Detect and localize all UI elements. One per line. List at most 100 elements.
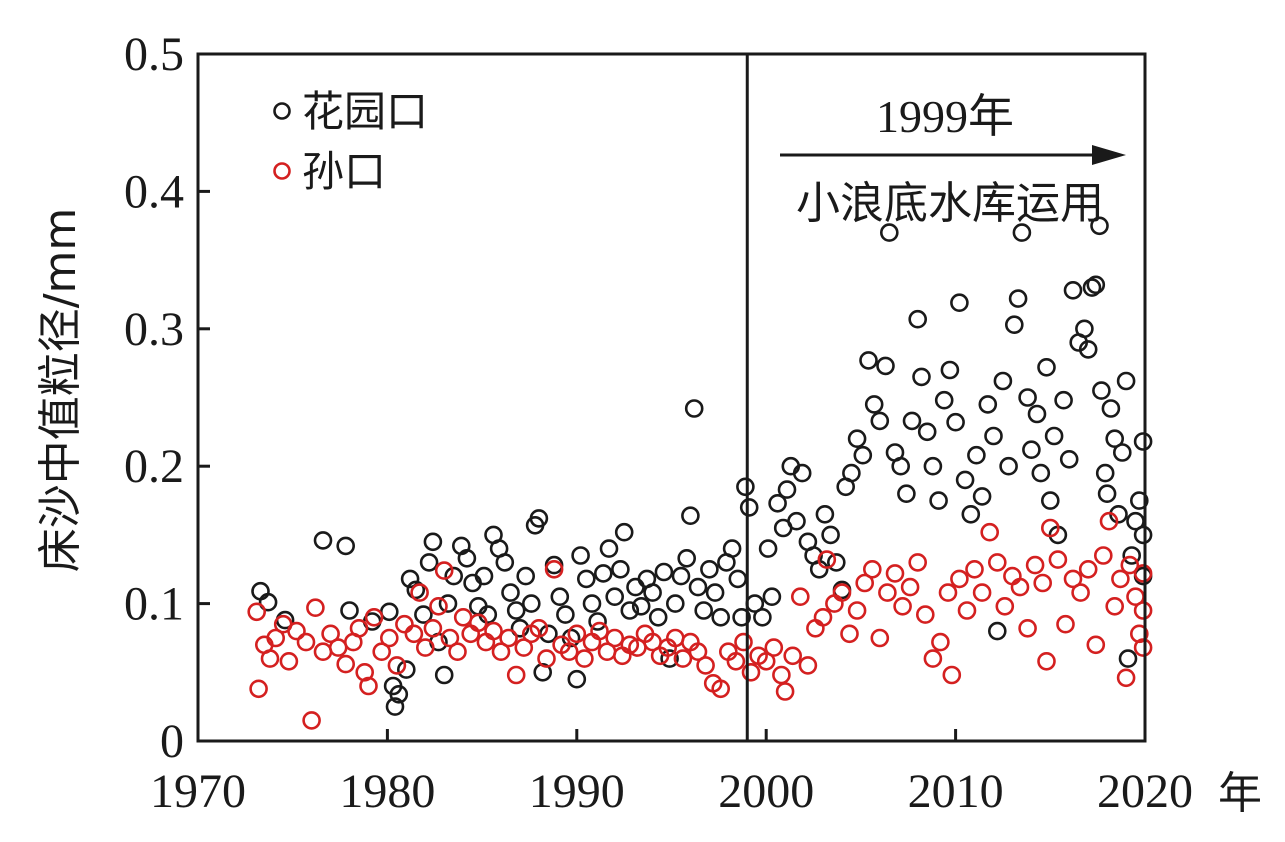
point-sunkou	[476, 632, 496, 652]
point-huayuankou	[1059, 449, 1079, 469]
plot-frame	[196, 52, 1147, 743]
point-huayuankou	[1044, 426, 1064, 446]
point-sunkou	[296, 632, 316, 652]
point-sunkou	[1033, 573, 1052, 593]
point-sunkou	[491, 642, 511, 662]
point-sunkou	[1003, 566, 1022, 586]
legend-label-sunkou: 孙口	[302, 147, 386, 196]
legend-marker-huayuankou	[273, 102, 291, 120]
point-sunkou	[734, 632, 753, 652]
point-huayuankou	[400, 569, 420, 589]
point-huayuankou	[258, 592, 278, 612]
point-sunkou	[440, 628, 460, 648]
point-huayuankou	[1122, 546, 1141, 565]
point-sunkou	[287, 621, 306, 641]
point-huayuankou	[967, 445, 986, 465]
event-arrow-head	[1092, 145, 1126, 165]
point-huayuankou	[999, 456, 1018, 476]
point-sunkou	[1099, 511, 1119, 531]
point-sunkou	[878, 583, 897, 602]
point-sunkou	[266, 628, 286, 648]
legend-marker-sunkou	[273, 162, 291, 180]
point-sunkou	[359, 676, 378, 696]
point-sunkou	[893, 596, 912, 616]
point-huayuankou	[847, 429, 867, 449]
point-huayuankou	[1075, 319, 1094, 339]
y-axis-label: 床沙中值粒径/mm	[35, 208, 86, 573]
point-huayuankou	[853, 445, 873, 465]
point-sunkou	[813, 607, 833, 627]
point-huayuankou	[842, 463, 861, 483]
point-sunkou	[410, 583, 429, 602]
point-huayuankou	[631, 596, 651, 616]
point-huayuankou	[1113, 443, 1132, 462]
event-year-label: 1999年	[876, 91, 1014, 142]
point-sunkou	[847, 601, 867, 620]
point-sunkou	[1056, 614, 1075, 634]
point-huayuankou	[444, 566, 464, 586]
point-sunkou	[806, 618, 825, 638]
point-sunkou	[832, 583, 852, 602]
point-sunkou	[364, 607, 384, 627]
point-sunkou	[484, 621, 503, 641]
point-huayuankou	[1101, 399, 1121, 418]
point-huayuankou	[768, 493, 787, 513]
point-sunkou	[980, 522, 1000, 542]
point-sunkou	[313, 642, 333, 662]
point-sunkou	[279, 651, 299, 671]
x-tick-label: 2020	[1097, 765, 1193, 818]
point-huayuankou	[984, 426, 1003, 446]
point-sunkou	[461, 624, 481, 644]
point-sunkou	[885, 564, 905, 583]
point-huayuankou	[972, 487, 992, 506]
y-tick-label: 0.2	[124, 440, 184, 493]
point-huayuankou	[251, 581, 270, 601]
x-tick-label: 2010	[908, 765, 1004, 818]
point-sunkou	[404, 624, 424, 644]
point-huayuankou	[614, 522, 634, 542]
point-sunkou	[1018, 618, 1037, 638]
point-huayuankou	[1012, 223, 1032, 242]
point-huayuankou	[567, 669, 587, 689]
event-text: 小浪底水库运用	[796, 178, 1104, 229]
point-sunkou	[688, 642, 708, 662]
point-sunkou	[995, 596, 1015, 616]
point-huayuankou	[923, 456, 943, 476]
point-huayuankou	[521, 594, 541, 613]
data-points	[247, 216, 1153, 730]
point-sunkou	[1133, 564, 1153, 583]
point-huayuankou	[1054, 390, 1073, 410]
point-huayuankou	[955, 470, 975, 490]
point-huayuankou	[993, 371, 1013, 391]
point-sunkou	[1133, 601, 1153, 620]
point-huayuankou	[946, 412, 965, 432]
y-axis-ticks: 0 0.1 0.2 0.3 0.4 0.5	[124, 28, 210, 768]
point-huayuankou	[700, 559, 719, 579]
point-sunkou	[673, 649, 693, 668]
point-sunkou	[379, 628, 399, 648]
point-huayuankou	[434, 665, 454, 685]
point-huayuankou	[620, 601, 640, 620]
point-sunkou	[1111, 569, 1130, 589]
point-sunkou	[1063, 569, 1083, 589]
point-sunkou	[559, 642, 579, 662]
x-tick-label: 2000	[718, 765, 814, 818]
point-sunkou	[448, 642, 467, 662]
point-sunkou	[575, 649, 594, 668]
point-huayuankou	[1095, 463, 1115, 483]
point-huayuankou	[1118, 649, 1138, 668]
point-huayuankou	[758, 539, 778, 558]
point-sunkou	[302, 711, 321, 730]
point-huayuankou	[406, 580, 426, 600]
point-huayuankou	[671, 566, 691, 586]
point-huayuankou	[336, 536, 356, 556]
point-sunkou	[605, 628, 625, 648]
point-huayuankou	[1078, 340, 1098, 359]
point-huayuankou	[908, 309, 928, 329]
point-sunkou	[372, 642, 392, 662]
point-sunkou	[567, 624, 587, 644]
point-sunkou	[306, 598, 325, 618]
point-huayuankou	[588, 612, 607, 631]
point-sunkou	[468, 613, 488, 633]
point-sunkou	[862, 559, 882, 579]
